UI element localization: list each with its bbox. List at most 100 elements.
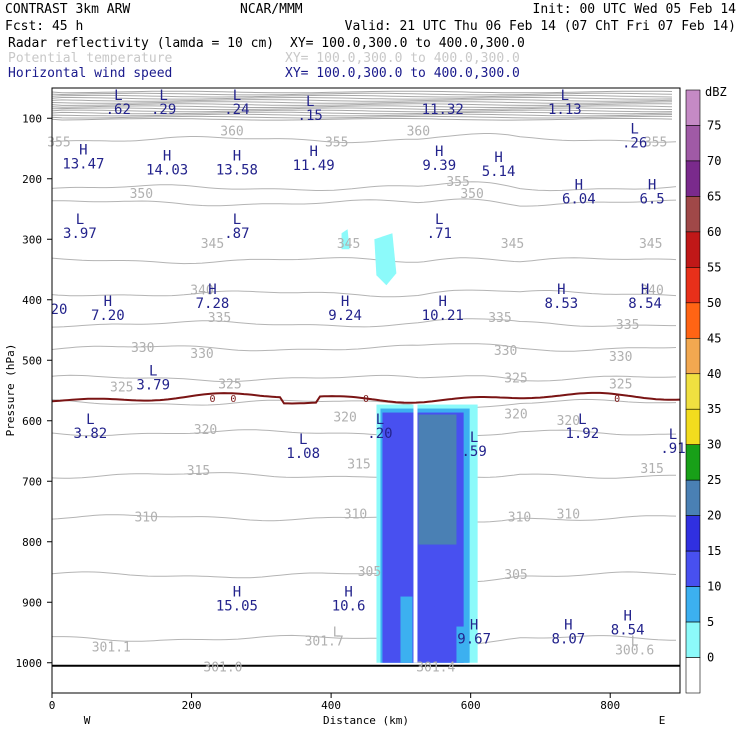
plot-frame [51,87,681,694]
wind-label: L.24 [224,88,249,118]
wind-extremum-marker: L [233,212,241,228]
y-tick-label: 700 [22,475,42,488]
wind-label: H5.14 [482,150,516,180]
wind-speed-value: 9.24 [328,308,362,324]
theta-label: 360 [220,125,243,140]
wind-speed-value: 13.58 [216,163,258,179]
theta-label: 330 [190,347,213,362]
wind-speed-value: .62 [106,102,131,118]
wind-label: H13.58 [216,149,258,179]
upper-contour-line [51,94,673,98]
x-axis-east-label: E [659,714,666,727]
legend-swatch [685,160,701,197]
wind-speed-value: 3.97 [63,226,97,242]
wind-speed-value: 7.20 [91,308,125,324]
upper-contour-line [51,105,673,108]
wind-label: L.91 [660,427,685,457]
freezing-level-label: 0 [614,394,620,405]
wind-speed-value: 10.21 [422,308,464,324]
legend-unit: dBZ [705,85,727,99]
legend-swatch [685,267,701,304]
theta-label: 315 [640,462,663,477]
wind-label: 11.32 [422,102,464,118]
wind-speed-value: 6.5 [639,192,664,208]
upper-contour-line [51,90,673,94]
theta-label: 325 [609,377,632,392]
legend-swatch [685,125,701,162]
wind-speed-value: .91 [660,441,685,457]
upper-level-contour-band [51,90,673,121]
wind-extremum-marker: L [233,88,241,104]
theta-contour-line [51,133,677,144]
theta-label: 355 [325,135,348,150]
upper-contour-line [51,99,673,102]
wind-label: H6.5 [639,178,664,208]
legend-level-label: 5 [707,615,714,629]
wind-label: L.59 [462,430,487,460]
freezing-level-label: 0 [363,394,369,405]
theta-label: 301.0 [203,661,242,676]
wind-extremum-marker: L [149,363,157,379]
wind-extremum-marker: L [561,88,569,104]
theta-label: 330 [609,350,632,365]
theta-label: 345 [639,237,662,252]
wind-label: H11.49 [293,144,335,174]
legend-swatch [685,586,701,623]
upper-contour-line [51,107,673,111]
wind-extremum-marker: H [575,178,583,194]
theta-label: 350 [460,187,483,202]
reflectivity-cell-upper [374,233,397,286]
wind-extremum-marker: H [79,143,87,159]
theta-contour-line [51,318,676,328]
legend-level-label: 60 [707,225,721,239]
wind-speed-value: 8.54 [628,296,662,312]
wind-extremum-marker: H [163,149,171,165]
field-xy-theta: XY= 100.0,300.0 to 400.0,300.0 [285,51,520,66]
wind-speed-value: 8.53 [545,296,579,312]
theta-label: 355 [47,135,70,150]
theta-contour-line [51,257,677,265]
center-title: NCAR/MMM [240,2,303,17]
wind-extremum-marker: H [648,178,656,194]
theta-label: 345 [201,237,224,252]
wind-extremum-marker: H [623,608,631,624]
legend-swatch [685,302,701,339]
upper-contour-line [51,115,672,119]
upper-contour-line [51,118,673,121]
wind-extremum-marker: H [208,282,216,298]
upper-contour-line [51,103,673,106]
theta-label: 301.7 [305,635,344,650]
wind-label: L.26 [622,121,647,151]
wind-extremum-marker: L [114,88,122,104]
wind-extremum-marker: H [439,294,447,310]
wind-speed-value: .15 [298,108,323,124]
theta-label: 300.6 [615,644,654,659]
wind-label: 20 [51,302,68,318]
wind-speed-value: 8.54 [611,622,645,638]
wind-label: H10.6 [332,584,366,614]
theta-contour-line [51,289,677,298]
legend-level-label: 45 [707,331,721,345]
legend-level-label: 65 [707,189,721,203]
theta-label: 340 [640,284,663,299]
upper-contour-line [51,92,673,96]
wind-label: H13.47 [62,143,104,173]
x-tick-label: 600 [461,699,481,712]
upper-contour-line [51,97,673,100]
upper-contour-line [51,109,673,113]
wind-speed-value: .29 [151,102,176,118]
y-tick-label: 300 [22,233,42,246]
wind-extremum-marker: L [76,212,84,228]
field-label-reflectivity: Radar reflectivity (lamda = 10 cm) [8,36,274,51]
theta-label: L [333,626,341,641]
wind-speed-value: .20 [367,426,392,442]
reflectivity-core [434,546,447,607]
wind-speed-value: 1.92 [565,426,599,442]
wind-speed-value: 1.08 [286,446,320,462]
field-xy-reflectivity: XY= 100.0,300.0 to 400.0,300.0 [290,36,525,51]
theta-label: 325 [110,380,133,395]
upper-contour-line [51,111,673,115]
legend-swatch [685,550,701,587]
wind-label: L1.08 [286,432,320,462]
